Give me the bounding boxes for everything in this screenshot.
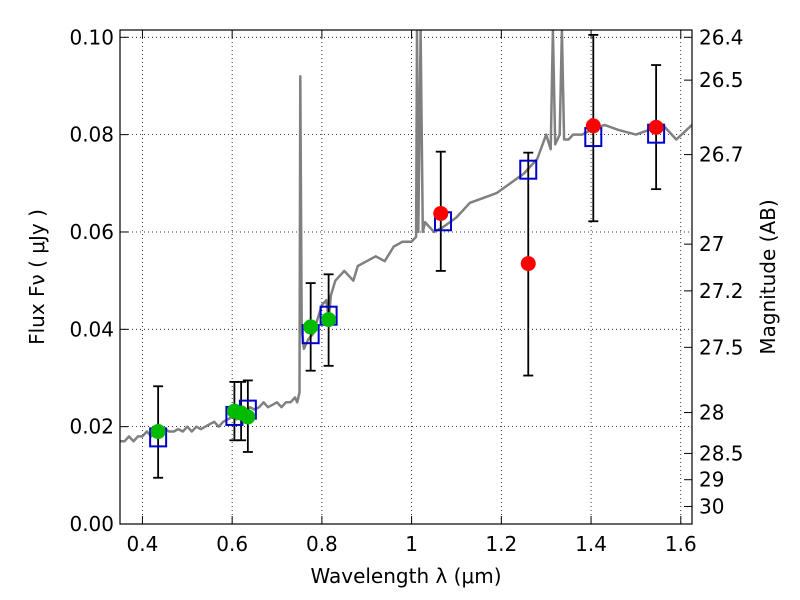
y-tick-label: 0.08	[69, 123, 114, 147]
y-axis-ticks: 0.00 0.02 0.04 0.06 0.08 0.10	[69, 25, 128, 536]
x-axis-ticks: 0.4 0.6 0.8 1 1.2 1.4 1.6	[127, 30, 697, 556]
flux-point	[585, 118, 601, 134]
right-axis-label: Magnitude (AB)	[756, 199, 780, 354]
right-tick-label: 29	[699, 468, 724, 492]
y-tick-label: 0.06	[69, 220, 114, 244]
y-tick-label: 0.02	[69, 415, 114, 439]
right-tick-label: 30	[699, 494, 724, 518]
right-tick-label: 27.5	[699, 335, 744, 359]
right-tick-label: 28.5	[699, 441, 744, 465]
x-tick-label: 0.8	[306, 532, 338, 556]
right-tick-label: 27	[699, 232, 724, 256]
flux-point	[648, 119, 664, 135]
flux-point	[303, 319, 319, 335]
right-tick-label: 27.2	[699, 279, 744, 303]
x-tick-label: 0.6	[216, 532, 248, 556]
y-axis-label: Flux Fν ( μJy )	[25, 209, 49, 345]
flux-point	[520, 256, 536, 272]
flux-point	[321, 312, 337, 328]
flux-point	[240, 409, 256, 425]
plot-frame	[119, 29, 693, 525]
plot-background	[120, 30, 692, 524]
x-tick-label: 1.4	[575, 532, 607, 556]
right-tick-label: 26.7	[699, 143, 744, 167]
y-tick-label: 0.10	[69, 25, 114, 49]
x-tick-label: 1.2	[485, 532, 517, 556]
flux-point	[433, 205, 449, 221]
x-tick-label: 1.6	[665, 532, 697, 556]
right-tick-label: 28	[699, 401, 724, 425]
model-spectrum-line	[120, 30, 692, 443]
right-tick-label: 26.5	[699, 68, 744, 92]
model-flux-square	[519, 159, 538, 180]
y-tick-label: 0.00	[69, 512, 114, 536]
x-tick-label: 0.4	[127, 532, 159, 556]
y-tick-label: 0.04	[69, 317, 114, 341]
x-axis-label: Wavelength λ (μm)	[310, 564, 501, 588]
x-tick-label: 1	[405, 532, 418, 556]
right-tick-label: 26.4	[699, 25, 744, 49]
flux-point	[150, 424, 166, 440]
observed-flux-points	[150, 118, 664, 440]
